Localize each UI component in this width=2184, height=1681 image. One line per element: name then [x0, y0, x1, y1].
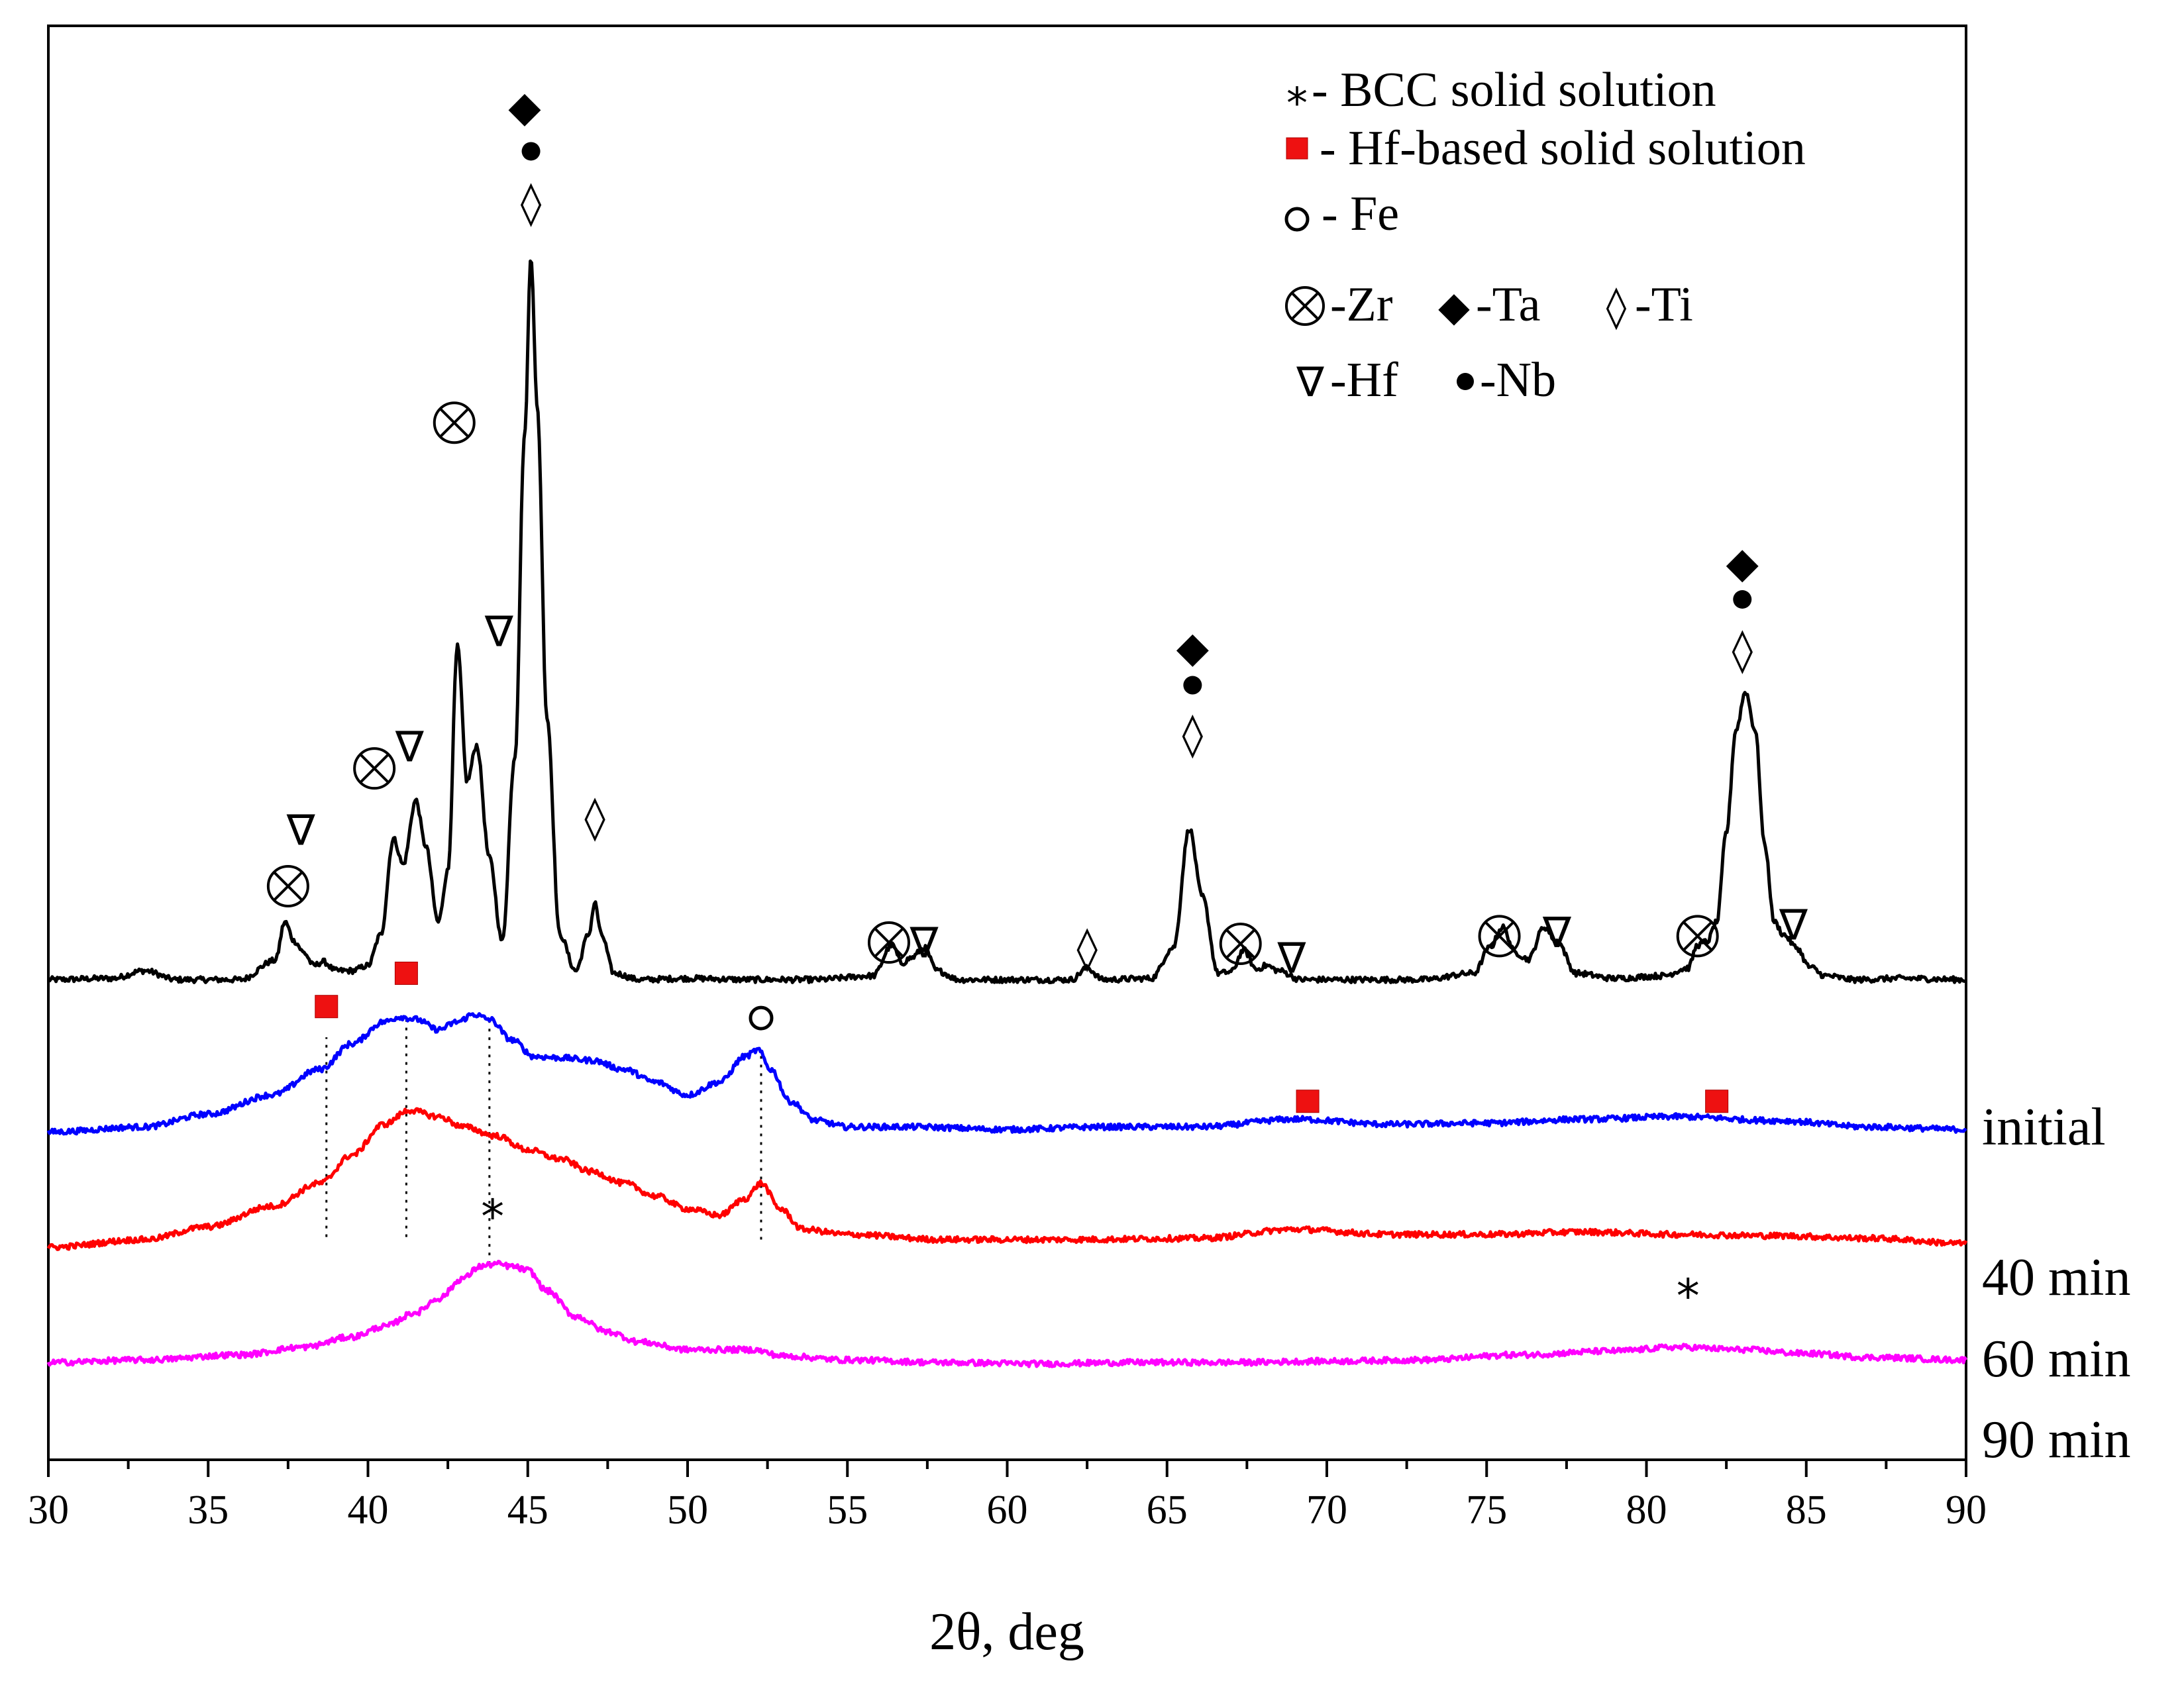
series-40-min-line — [46, 1012, 1967, 1136]
x-tick-label-50: 50 — [667, 1488, 708, 1533]
series-label-40-min: 40 min — [1982, 1248, 2130, 1307]
hf-marker-5: ∇ — [484, 608, 513, 657]
legend-label-ti: -Ti — [1635, 278, 1693, 332]
ta-marker-21: ◆ — [1726, 538, 1759, 587]
zr-marker-0 — [266, 865, 309, 907]
nb-marker-22 — [1733, 590, 1752, 609]
x-tick-label-75: 75 — [1466, 1488, 1507, 1533]
legend-label-bcc-solid-solution: - BCC solid solution — [1312, 63, 1716, 117]
hf-solid-solution-marker-26 — [394, 961, 418, 985]
legend-label-zr: -Zr — [1330, 278, 1393, 332]
x-tick-label-85: 85 — [1786, 1488, 1827, 1533]
x-tick-label-90: 90 — [1946, 1488, 1987, 1533]
fe-marker-27 — [749, 1005, 774, 1031]
ta-marker-13: ◆ — [1176, 623, 1210, 672]
x-axis-ticks — [47, 1460, 1967, 1477]
ti-marker-23: ◊ — [1732, 626, 1753, 675]
legend: * - BCC solid solution- Hf-based solid so… — [1284, 63, 1806, 407]
peak-annotations: ∇ ∇ ∇ ◆ ◊ ◊ ∇ ◊ ◆ ◊ ∇ ∇ ◆ ◊ ∇ * * — [266, 83, 1808, 1323]
ti-marker-9: ◊ — [584, 793, 605, 842]
zr-marker-20 — [1676, 915, 1719, 958]
legend-label-fe: - Fe — [1322, 187, 1399, 241]
series-90-min-line — [46, 1260, 1968, 1368]
legend-label-nb: -Nb — [1480, 353, 1556, 407]
bcc-marker-30: * — [481, 1190, 504, 1244]
hf-marker-19: ∇ — [1542, 909, 1571, 958]
hf-solid-solution-marker-28 — [1296, 1090, 1320, 1113]
hf-marker-3: ∇ — [395, 723, 424, 772]
zr-marker-2 — [353, 747, 396, 790]
legend-hf-marker: ∇ — [1296, 358, 1324, 406]
x-axis-tick-labels: 30 35 40 45 50 55 60 65 70 75 80 85 90 — [28, 1488, 1987, 1533]
series-labels: initial 40 min 60 min 90 min — [1982, 1098, 2130, 1469]
series-label-60-min: 60 min — [1982, 1330, 2130, 1388]
series-label-initial: initial — [1982, 1098, 2106, 1156]
zr-marker-16 — [1219, 922, 1262, 965]
x-tick-label-40: 40 — [348, 1488, 389, 1533]
nb-marker-7 — [521, 142, 541, 161]
x-tick-label-60: 60 — [987, 1488, 1028, 1533]
series-60-min-line — [46, 1107, 1968, 1251]
series-label-90-min: 90 min — [1982, 1411, 2130, 1469]
legend-nb-marker — [1457, 373, 1474, 390]
hf-solid-solution-marker-25 — [315, 995, 338, 1019]
nb-marker-14 — [1183, 676, 1202, 695]
zr-marker-4 — [433, 401, 476, 444]
legend-label-ta: -Ta — [1476, 278, 1541, 332]
hf-marker-1: ∇ — [286, 806, 315, 855]
x-tick-label-65: 65 — [1147, 1488, 1188, 1533]
x-tick-label-80: 80 — [1626, 1488, 1667, 1533]
zr-marker-10 — [867, 921, 910, 964]
hf-marker-24: ∇ — [1779, 901, 1808, 950]
zr-marker-18 — [1478, 915, 1521, 958]
legend-ta-marker: ◆ — [1438, 282, 1470, 331]
series-layer — [46, 259, 1968, 1368]
legend-fe-marker — [1284, 207, 1310, 232]
x-tick-label-30: 30 — [28, 1488, 69, 1533]
x-tick-label-55: 55 — [827, 1488, 868, 1533]
x-tick-label-35: 35 — [187, 1488, 229, 1533]
bcc-marker-31: * — [1677, 1269, 1700, 1323]
ta-marker-6: ◆ — [508, 83, 541, 132]
ti-marker-12: ◊ — [1076, 924, 1098, 973]
legend-label-hf: -Hf — [1330, 353, 1398, 407]
legend-hf-solid-solution-marker — [1286, 137, 1308, 160]
hf-marker-17: ∇ — [1277, 935, 1306, 984]
legend-zr-marker — [1285, 286, 1325, 326]
series-initial-line — [46, 259, 1967, 984]
ti-marker-8: ◊ — [521, 179, 542, 228]
legend-bcc-marker: * — [1286, 79, 1308, 128]
reference-lines — [325, 1014, 762, 1264]
x-tick-label-70: 70 — [1306, 1488, 1347, 1533]
hf-solid-solution-marker-29 — [1705, 1090, 1729, 1113]
legend-label-hf-based-solid-solution: - Hf-based solid solution — [1320, 121, 1806, 176]
x-tick-label-45: 45 — [507, 1488, 548, 1533]
legend-ti-marker: ◊ — [1606, 282, 1627, 331]
hf-marker-11: ∇ — [910, 919, 939, 968]
x-axis-title: 2θ, deg — [929, 1603, 1084, 1661]
ti-marker-15: ◊ — [1182, 710, 1204, 759]
